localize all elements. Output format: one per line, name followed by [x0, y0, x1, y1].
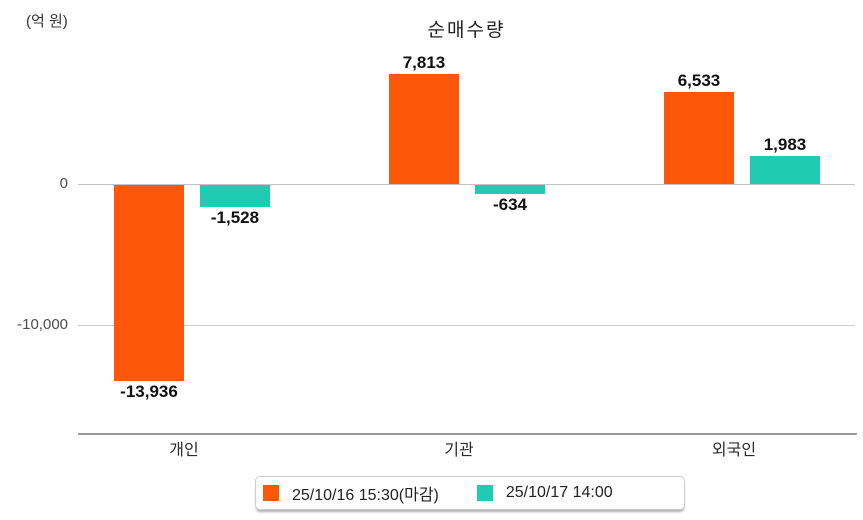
legend-label: 25/10/17 14:00: [505, 484, 613, 501]
bar-외국인-series1: [664, 92, 734, 184]
bar-개인-series1: [114, 185, 184, 381]
bar-외국인-series2: [750, 156, 820, 184]
y-tick-label: 0: [59, 175, 68, 192]
bar-value-label: 7,813: [402, 53, 446, 72]
chart-legend: 25/10/16 15:30(마감) 25/10/17 14:00: [255, 476, 685, 510]
category-label-2: 기관: [444, 442, 474, 459]
category-label-3: 외국인: [711, 442, 757, 459]
category-label-1: 개인: [169, 442, 199, 459]
legend-label: 25/10/16 15:30(마감): [292, 487, 439, 504]
bar-value-label: -13,936: [120, 382, 178, 401]
y-tick-label: -10,000: [17, 316, 68, 333]
bar-기관-series1: [389, 74, 459, 184]
legend-item-2[interactable]: 25/10/17 14:00: [476, 484, 613, 502]
legend-item-1[interactable]: 25/10/16 15:30(마감): [263, 481, 439, 505]
gridline-0: [78, 184, 855, 185]
gridline--10,000: [78, 325, 855, 326]
bar-value-label: 6,533: [677, 71, 721, 90]
legend-swatch-icon: [263, 485, 279, 501]
legend-swatch-icon: [476, 485, 493, 501]
bar-value-label: -634: [492, 195, 528, 214]
x-axis-line: [78, 433, 857, 435]
bar-value-label: -1,528: [210, 208, 260, 227]
y-axis-unit-label: (억 원): [26, 13, 68, 30]
bar-기관-series2: [475, 185, 545, 194]
chart-title: 순매수량: [427, 20, 506, 41]
bar-개인-series2: [200, 185, 270, 207]
bar-value-label: 1,983: [763, 135, 807, 154]
